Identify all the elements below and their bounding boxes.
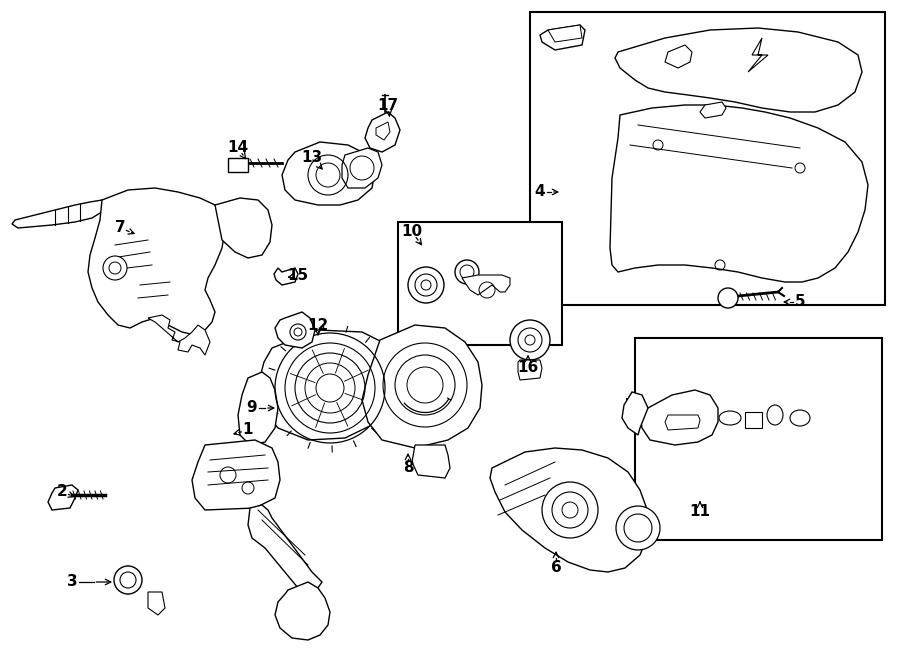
Circle shape [718,288,738,308]
Polygon shape [640,390,718,445]
Polygon shape [610,105,868,282]
Text: 12: 12 [308,319,328,334]
Circle shape [103,256,127,280]
Polygon shape [12,200,108,228]
Polygon shape [518,360,542,380]
Polygon shape [148,315,210,355]
Polygon shape [748,38,768,72]
Polygon shape [88,188,225,335]
Polygon shape [48,485,78,510]
Bar [530,12,885,305]
Polygon shape [745,412,762,428]
Bar [398,222,562,345]
Text: 6: 6 [551,559,562,574]
Polygon shape [490,448,648,572]
Polygon shape [275,312,315,348]
Circle shape [408,267,444,303]
Polygon shape [540,25,585,50]
Polygon shape [275,582,330,640]
Ellipse shape [719,411,741,425]
Circle shape [510,320,550,360]
Polygon shape [342,148,382,188]
Circle shape [421,280,431,290]
Polygon shape [192,440,280,510]
Text: 9: 9 [247,401,257,416]
Circle shape [109,262,121,274]
Polygon shape [274,268,298,285]
Polygon shape [412,445,450,478]
Polygon shape [248,505,322,600]
Polygon shape [228,158,248,172]
Text: 8: 8 [402,461,413,475]
Text: 4: 4 [535,184,545,200]
Polygon shape [282,142,375,205]
Polygon shape [665,45,692,68]
Text: 5: 5 [795,295,806,309]
Polygon shape [365,112,400,152]
Polygon shape [215,198,272,258]
Bar [635,338,882,540]
Text: 13: 13 [302,151,322,165]
Text: 7: 7 [114,221,125,235]
Circle shape [290,324,306,340]
Polygon shape [462,275,510,295]
Text: 2: 2 [57,485,68,500]
Polygon shape [362,325,482,448]
Ellipse shape [767,405,783,425]
Polygon shape [700,102,726,118]
Text: 15: 15 [287,268,309,282]
Text: 16: 16 [518,360,538,375]
Ellipse shape [790,410,810,426]
Circle shape [562,502,578,518]
Polygon shape [622,392,648,435]
Polygon shape [258,330,400,440]
Text: 14: 14 [228,141,248,155]
Polygon shape [665,415,700,430]
Circle shape [114,566,142,594]
Polygon shape [238,372,278,445]
Text: 17: 17 [377,98,399,112]
Polygon shape [376,122,390,140]
Text: 10: 10 [401,225,423,239]
Polygon shape [148,592,165,615]
Text: 1: 1 [243,422,253,438]
Polygon shape [548,25,582,42]
Text: 11: 11 [689,504,710,520]
Text: 3: 3 [67,574,77,590]
Polygon shape [615,28,862,112]
Circle shape [616,506,660,550]
